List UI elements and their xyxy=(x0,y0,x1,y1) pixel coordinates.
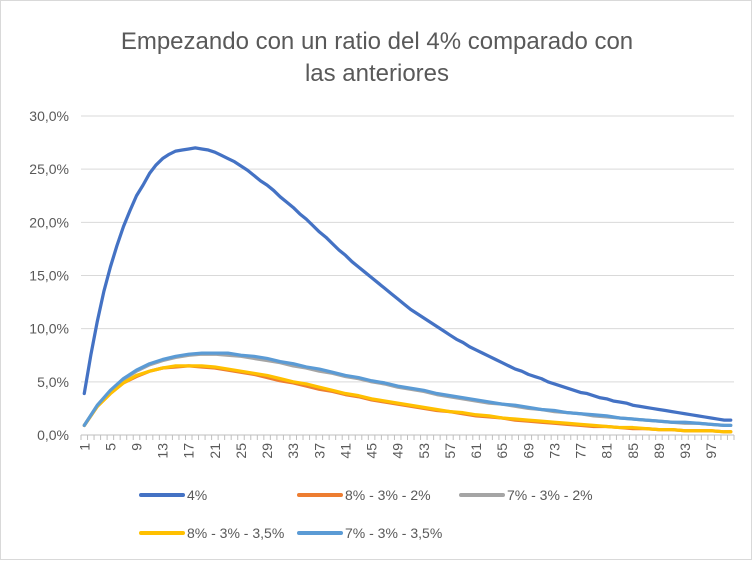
x-tick-label: 17 xyxy=(181,443,197,459)
chart-title-line-1: Empezando con un ratio del 4% comparado … xyxy=(121,28,633,55)
y-tick-label: 5,0% xyxy=(37,374,69,390)
x-tick-label: 21 xyxy=(207,443,223,459)
x-tick-label: 9 xyxy=(129,443,145,451)
x-tick-label: 85 xyxy=(625,443,641,459)
x-axis: 1 5 9 13 17 21 25 29 33 37 41 45 49 53 57 61 65 69 73 77 81 8… xyxy=(76,434,735,459)
y-tick-label: 25,0% xyxy=(29,161,69,177)
x-tick-label: 29 xyxy=(259,443,275,459)
y-tick-label: 20,0% xyxy=(29,214,69,230)
series-line-1 xyxy=(82,146,733,422)
x-tick-label: 81 xyxy=(599,443,615,459)
legend: 4% 8% - 3% - 2% 7% - 3% - 2% 8% - 3% - 3,5%… xyxy=(139,487,593,541)
legend-label: 8% - 3% - 2% xyxy=(345,487,431,503)
x-tick-label: 93 xyxy=(677,443,693,459)
x-tick-label: 69 xyxy=(520,443,536,459)
x-tick-label: 25 xyxy=(233,443,249,459)
x-tick-label: 37 xyxy=(311,443,327,459)
x-tick-label: 57 xyxy=(442,443,458,459)
series-line-2 xyxy=(82,364,733,434)
y-tick-label: 15,0% xyxy=(29,268,69,284)
legend-label: 4% xyxy=(187,487,207,503)
series-line-4 xyxy=(82,364,733,434)
y-axis-tick-labels: 0,0% 5,0% 10,0% 15,0% 20,0% 25,0% 30,0% xyxy=(29,108,69,443)
legend-label: 7% - 3% - 3,5% xyxy=(345,525,442,541)
series-lines xyxy=(82,146,733,434)
x-tick-label: 49 xyxy=(390,443,406,459)
x-tick-label: 97 xyxy=(703,443,719,459)
x-tick-label: 45 xyxy=(364,443,380,459)
x-tick-label: 73 xyxy=(546,443,562,459)
x-tick-label: 61 xyxy=(468,443,484,459)
x-tick-label: 13 xyxy=(155,443,171,459)
y-tick-label: 0,0% xyxy=(37,427,69,443)
chart-title: Empezando con un ratio del 4% comparado … xyxy=(121,28,633,87)
legend-label: 8% - 3% - 3,5% xyxy=(187,525,284,541)
x-tick-label: 65 xyxy=(494,443,510,459)
x-tick-label: 41 xyxy=(337,443,353,459)
series-line-5 xyxy=(82,351,733,428)
x-tick-label: 53 xyxy=(416,443,432,459)
x-tick-label: 5 xyxy=(102,443,118,451)
x-tick-label: 33 xyxy=(285,443,301,459)
y-tick-label: 30,0% xyxy=(29,108,69,124)
y-tick-label: 10,0% xyxy=(29,321,69,337)
x-tick-label: 1 xyxy=(76,443,92,451)
gridlines xyxy=(81,115,734,383)
x-tick-label: 89 xyxy=(651,443,667,459)
chart-title-line-2: las anteriores xyxy=(305,60,449,87)
legend-label: 7% - 3% - 2% xyxy=(507,487,593,503)
x-tick-label: 77 xyxy=(573,443,589,459)
